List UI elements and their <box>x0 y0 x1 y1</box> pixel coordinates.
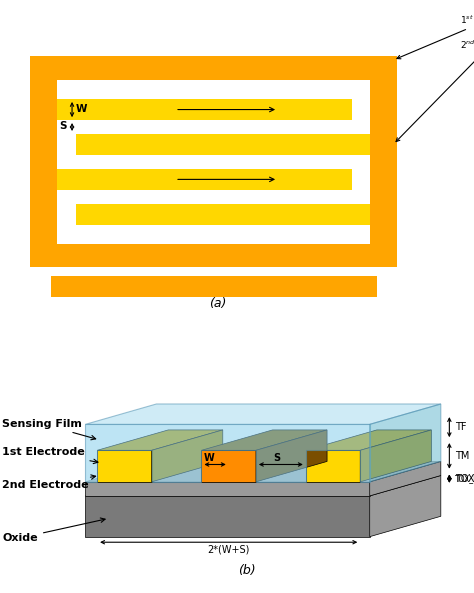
Bar <box>57 204 71 225</box>
Text: 1st Electrode: 1st Electrode <box>2 448 98 464</box>
Polygon shape <box>85 461 441 482</box>
Text: TM: TM <box>455 451 469 461</box>
Polygon shape <box>97 430 223 450</box>
Bar <box>352 169 370 190</box>
Text: S: S <box>60 121 67 131</box>
Bar <box>57 190 370 204</box>
Text: (a): (a) <box>210 298 227 310</box>
Polygon shape <box>370 476 441 537</box>
Polygon shape <box>152 430 223 482</box>
Bar <box>343 134 370 225</box>
Text: Oxide: Oxide <box>2 518 105 543</box>
Text: 1$^{st}$ Electrode: 1$^{st}$ Electrode <box>397 13 474 59</box>
Polygon shape <box>97 450 152 482</box>
Polygon shape <box>201 450 256 482</box>
Bar <box>30 56 397 267</box>
Text: TOX_ETCH: TOX_ETCH <box>455 474 474 483</box>
Polygon shape <box>85 404 441 425</box>
Bar <box>57 80 370 244</box>
Polygon shape <box>360 430 431 482</box>
Text: W: W <box>75 104 87 114</box>
Text: TOX: TOX <box>455 474 474 484</box>
Text: (b): (b) <box>237 564 255 577</box>
Polygon shape <box>370 404 441 482</box>
Text: W: W <box>204 453 215 463</box>
Bar <box>57 169 352 190</box>
Text: 2$^{nd}$ Electrode: 2$^{nd}$ Electrode <box>396 39 474 142</box>
Text: 2*(W+S): 2*(W+S) <box>208 544 250 554</box>
Bar <box>76 134 370 155</box>
Polygon shape <box>201 430 327 450</box>
Text: TF: TF <box>455 422 466 432</box>
Bar <box>57 155 370 169</box>
Bar <box>76 204 370 225</box>
Polygon shape <box>85 476 441 496</box>
Polygon shape <box>306 430 431 450</box>
Polygon shape <box>370 461 441 496</box>
Polygon shape <box>306 450 360 482</box>
Bar <box>51 276 376 296</box>
Text: Sensing Film: Sensing Film <box>2 419 96 440</box>
Polygon shape <box>85 425 370 482</box>
Polygon shape <box>85 482 370 496</box>
Bar <box>57 134 71 155</box>
Polygon shape <box>256 430 327 482</box>
Text: 2nd Electrode: 2nd Electrode <box>2 475 96 490</box>
Bar <box>57 120 370 134</box>
Bar <box>352 99 370 120</box>
Polygon shape <box>85 496 370 537</box>
Bar <box>57 99 352 120</box>
Text: S: S <box>274 453 281 463</box>
